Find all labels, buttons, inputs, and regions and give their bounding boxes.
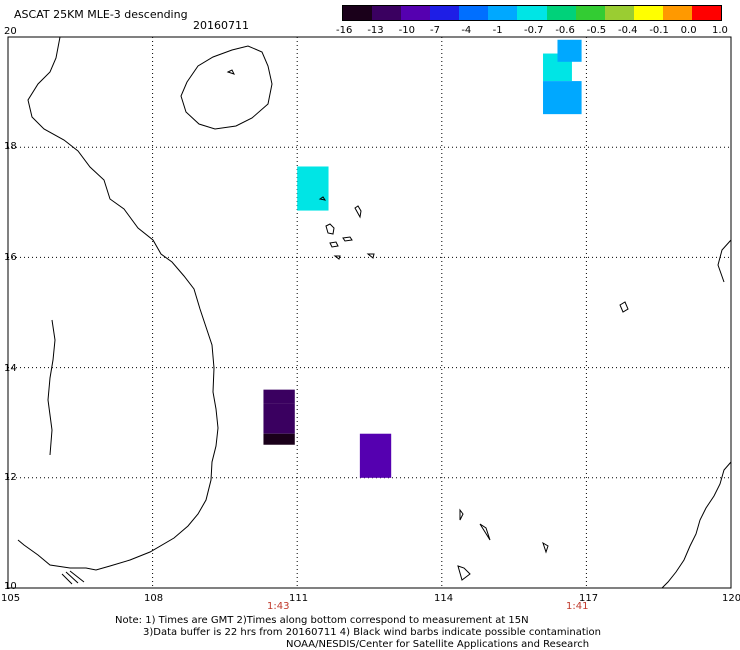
island bbox=[619, 301, 629, 313]
lon-label: 114 bbox=[434, 593, 454, 604]
lat-label: 20 bbox=[4, 26, 17, 37]
wind-data-cell bbox=[297, 166, 329, 211]
colorbar-segment bbox=[459, 6, 489, 20]
philippines-coastline bbox=[717, 239, 732, 283]
colorbar-segment bbox=[343, 6, 373, 20]
colorbar-segment bbox=[604, 6, 634, 20]
island bbox=[333, 255, 341, 260]
colorbar-segment bbox=[430, 6, 460, 20]
colorbar-tick-label: -13 bbox=[367, 25, 384, 36]
colorbar-tick-label: -0.7 bbox=[524, 25, 544, 36]
island bbox=[342, 236, 353, 242]
island bbox=[457, 565, 471, 581]
product-date: 20160711 bbox=[193, 19, 249, 32]
island bbox=[226, 69, 235, 75]
hainan-coastline bbox=[180, 45, 273, 130]
colorbar-segment bbox=[517, 6, 547, 20]
lon-label: 117 bbox=[579, 593, 599, 604]
colorbar bbox=[342, 5, 722, 21]
footer-note: 3)Data buffer is 22 hrs from 20160711 4)… bbox=[143, 627, 601, 638]
lat-label: 16 bbox=[4, 252, 17, 263]
footer-credit: NOAA/NESDIS/Center for Satellite Applica… bbox=[286, 639, 590, 650]
island bbox=[366, 253, 375, 259]
wind-data-cell bbox=[359, 433, 392, 478]
colorbar-tick-label: -16 bbox=[336, 25, 353, 36]
colorbar-tick-label: -7 bbox=[430, 25, 440, 36]
graticule bbox=[8, 37, 731, 588]
island bbox=[354, 205, 362, 219]
wind-data-cell bbox=[557, 39, 582, 62]
lon-label: 108 bbox=[144, 593, 164, 604]
lon-label: 111 bbox=[289, 593, 309, 604]
wind-data-cell bbox=[543, 81, 582, 115]
colorbar-segment bbox=[372, 6, 402, 20]
colorbar-segment bbox=[575, 6, 605, 20]
china-coastline bbox=[17, 36, 219, 571]
lon-label: 105 bbox=[1, 593, 21, 604]
colorbar-segment bbox=[691, 6, 722, 20]
lon-label: 120 bbox=[722, 593, 740, 604]
colorbar-tick-label: -0.6 bbox=[555, 25, 575, 36]
footer-note: Note: 1) Times are GMT 2)Times along bot… bbox=[115, 615, 529, 626]
time-label-right: 1:41 bbox=[566, 601, 589, 612]
colorbar-segment bbox=[488, 6, 518, 20]
colorbar-segment bbox=[401, 6, 431, 20]
product-title: ASCAT 25KM MLE-3 descending bbox=[14, 8, 188, 21]
wind-data-cells bbox=[263, 39, 582, 478]
coastline bbox=[17, 36, 732, 589]
wind-data-cell bbox=[263, 433, 295, 445]
map-frame bbox=[7, 36, 732, 589]
lat-label: 10 bbox=[4, 581, 17, 592]
colorbar-segment bbox=[662, 6, 692, 20]
wind-data-cell bbox=[263, 403, 295, 434]
wind-data-cell bbox=[263, 389, 295, 404]
colorbar-tick-label: -10 bbox=[398, 25, 415, 36]
island bbox=[479, 523, 491, 541]
colorbar-tick-label: 1.0 bbox=[712, 25, 728, 36]
island bbox=[47, 319, 56, 456]
lat-label: 18 bbox=[4, 141, 17, 152]
island bbox=[318, 196, 327, 201]
time-label-left: 1:43 bbox=[267, 601, 290, 612]
colorbar-tick-label: 0.0 bbox=[680, 25, 697, 36]
colorbar-tick-label: -1 bbox=[492, 25, 503, 36]
lat-label: 14 bbox=[4, 363, 17, 374]
colorbar-segment bbox=[633, 6, 663, 20]
philippines-coastline bbox=[661, 461, 732, 589]
colorbar-tick-label: -0.5 bbox=[586, 25, 607, 36]
colorbar-tick-label: -0.4 bbox=[618, 25, 638, 36]
island bbox=[459, 508, 464, 521]
colorbar-tick-label: -0.1 bbox=[649, 25, 669, 36]
colorbar-tick-label: -4 bbox=[461, 25, 472, 36]
island bbox=[329, 241, 339, 248]
colorbar-ticks: -16 -13 -10 -7 -4 -1 -0.7 -0.6 -0.5 -0.4 -0.1 0.0 1.… bbox=[0, 25, 740, 37]
lat-label: 12 bbox=[4, 472, 17, 483]
island bbox=[61, 570, 85, 585]
island bbox=[325, 223, 335, 235]
colorbar-segment bbox=[546, 6, 576, 20]
island bbox=[542, 541, 549, 554]
